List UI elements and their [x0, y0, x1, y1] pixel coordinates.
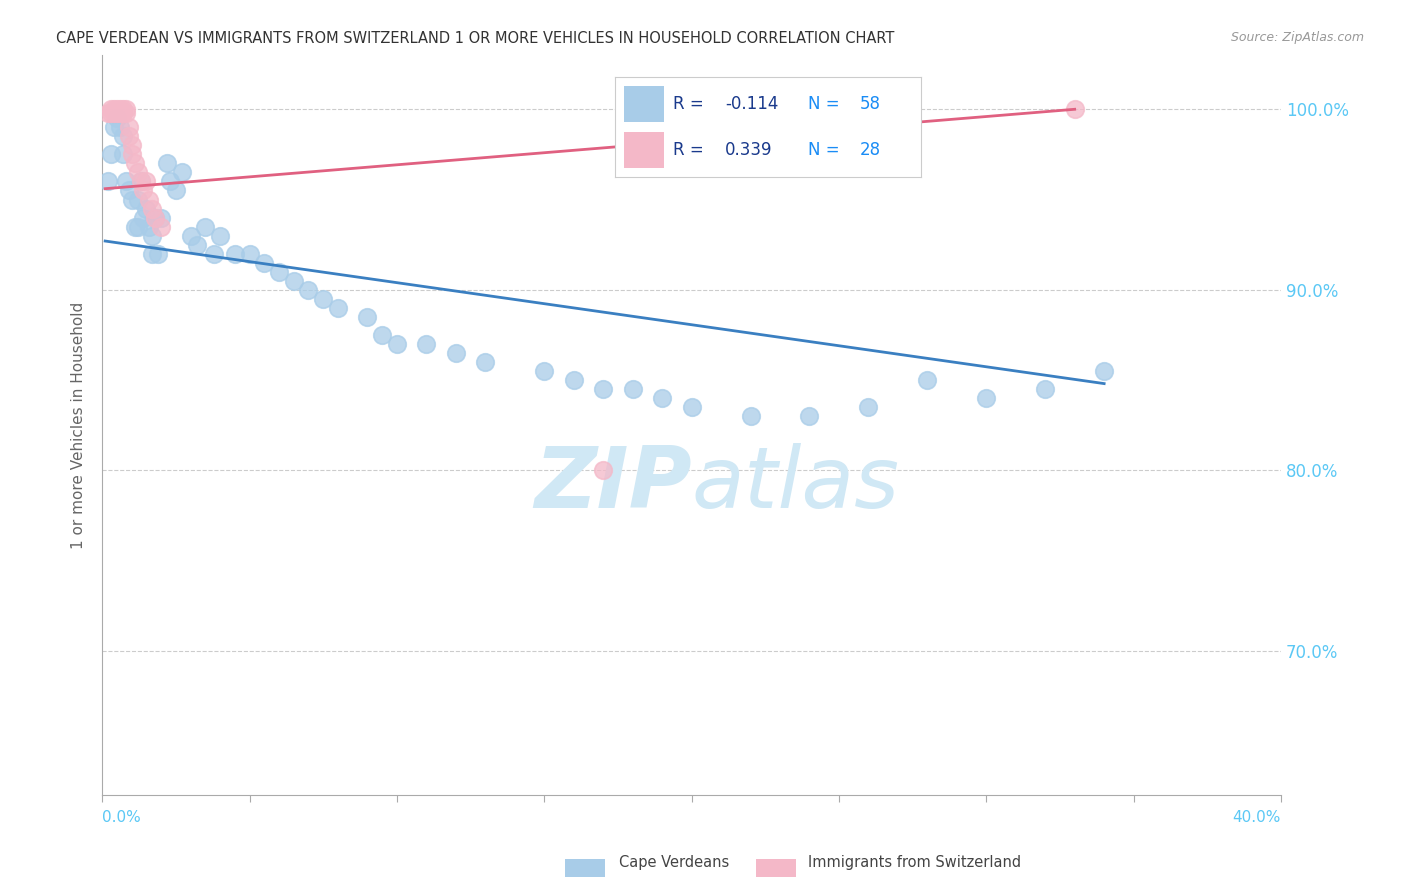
Point	[974, 391, 997, 405]
Point	[105, 103, 128, 117]
Text: ZIP: ZIP	[534, 442, 692, 525]
Point	[111, 147, 134, 161]
Text: 40.0%: 40.0%	[1233, 810, 1281, 824]
Point	[143, 211, 166, 225]
Point	[121, 138, 143, 153]
Point	[114, 103, 136, 117]
Point	[1092, 364, 1115, 378]
Text: 0.0%: 0.0%	[103, 810, 141, 824]
Text: CAPE VERDEAN VS IMMIGRANTS FROM SWITZERLAND 1 OR MORE VEHICLES IN HOUSEHOLD CORR: CAPE VERDEAN VS IMMIGRANTS FROM SWITZERL…	[56, 31, 894, 46]
Point	[121, 147, 143, 161]
Point	[651, 391, 673, 405]
Point	[415, 337, 437, 351]
Point	[100, 103, 122, 117]
Point	[108, 106, 131, 120]
Point	[127, 193, 149, 207]
Point	[592, 382, 614, 396]
Point	[186, 237, 208, 252]
Text: Immigrants from Switzerland: Immigrants from Switzerland	[808, 855, 1022, 870]
Point	[103, 120, 125, 135]
Point	[326, 301, 349, 315]
Point	[135, 174, 157, 188]
Point	[799, 409, 821, 423]
Text: Source: ZipAtlas.com: Source: ZipAtlas.com	[1230, 31, 1364, 45]
Point	[1033, 382, 1056, 396]
Point	[105, 106, 128, 120]
Point	[858, 400, 880, 414]
Text: atlas: atlas	[692, 442, 900, 525]
Point	[138, 219, 160, 234]
Point	[124, 219, 146, 234]
Point	[385, 337, 408, 351]
Point	[562, 373, 585, 387]
Point	[103, 103, 125, 117]
Point	[127, 219, 149, 234]
Point	[283, 274, 305, 288]
Point	[253, 255, 276, 269]
Point	[533, 364, 555, 378]
Point	[111, 129, 134, 144]
Point	[312, 292, 335, 306]
Point	[100, 106, 122, 120]
Point	[108, 103, 131, 117]
Point	[141, 202, 163, 216]
Point	[118, 184, 141, 198]
Point	[100, 147, 122, 161]
Point	[238, 246, 260, 260]
Point	[444, 346, 467, 360]
Point	[150, 219, 173, 234]
Point	[1063, 103, 1085, 117]
Point	[121, 193, 143, 207]
Point	[143, 211, 166, 225]
Point	[917, 373, 939, 387]
Point	[156, 156, 179, 170]
Point	[108, 120, 131, 135]
Point	[297, 283, 319, 297]
Point	[150, 211, 173, 225]
Point	[180, 228, 202, 243]
Point	[356, 310, 378, 324]
Point	[127, 165, 149, 179]
Point	[141, 246, 163, 260]
Point	[135, 202, 157, 216]
Point	[129, 174, 152, 188]
Point	[592, 463, 614, 477]
Point	[124, 156, 146, 170]
Point	[474, 355, 496, 369]
Point	[132, 184, 155, 198]
Point	[114, 106, 136, 120]
Point	[105, 112, 128, 126]
Text: Cape Verdeans: Cape Verdeans	[619, 855, 728, 870]
Point	[371, 327, 394, 342]
Y-axis label: 1 or more Vehicles in Household: 1 or more Vehicles in Household	[72, 301, 86, 549]
Point	[194, 219, 217, 234]
Point	[118, 129, 141, 144]
Point	[132, 211, 155, 225]
Point	[103, 106, 125, 120]
Point	[165, 184, 187, 198]
Point	[114, 174, 136, 188]
Point	[681, 400, 703, 414]
Point	[202, 246, 225, 260]
Point	[97, 174, 120, 188]
Point	[621, 382, 644, 396]
Point	[129, 174, 152, 188]
Point	[118, 120, 141, 135]
Point	[170, 165, 193, 179]
Point	[159, 174, 181, 188]
Point	[148, 246, 170, 260]
Point	[209, 228, 232, 243]
Point	[97, 106, 120, 120]
Point	[740, 409, 762, 423]
Point	[267, 265, 290, 279]
Point	[111, 103, 134, 117]
Point	[224, 246, 246, 260]
Point	[111, 106, 134, 120]
Point	[141, 228, 163, 243]
Point	[138, 193, 160, 207]
